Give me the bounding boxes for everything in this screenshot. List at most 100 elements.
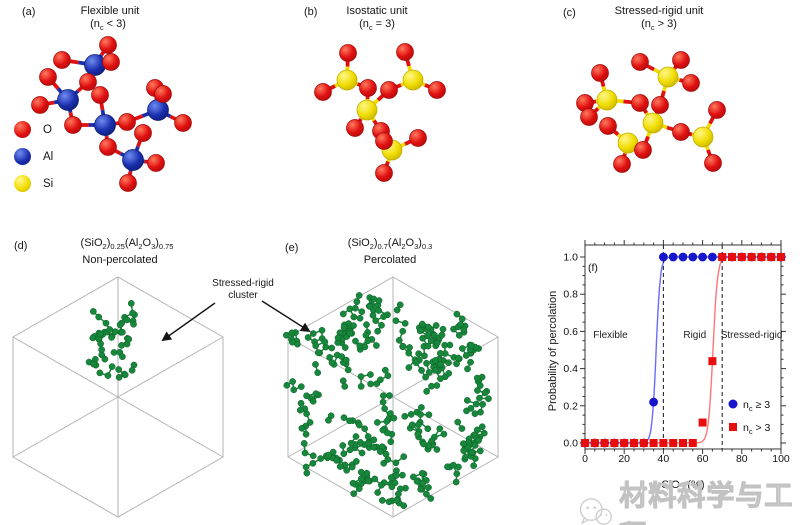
percolation-curve-1 bbox=[585, 256, 781, 444]
data-point bbox=[688, 252, 698, 262]
o-atom bbox=[631, 94, 649, 112]
data-point bbox=[668, 252, 678, 262]
panel-c-label: (c) bbox=[563, 7, 576, 19]
o-atom bbox=[119, 174, 137, 192]
x-tick-label: 0 bbox=[582, 453, 588, 465]
chart-legend-label: nc > 3 bbox=[743, 422, 771, 436]
y-tick-label: 0.4 bbox=[563, 363, 578, 375]
legend-marker bbox=[729, 423, 737, 431]
si-atom bbox=[336, 69, 358, 91]
data-point bbox=[728, 253, 736, 261]
chart-panel-f: 0 20 40 60 80 100 0.0 0.2 0.4 0.6 0.8 1.0 (f) Flexibl… bbox=[563, 240, 790, 493]
si-atom bbox=[692, 126, 714, 148]
o-atom bbox=[651, 96, 669, 114]
data-point bbox=[767, 253, 776, 261]
o-atom bbox=[91, 86, 109, 104]
o-atom bbox=[375, 164, 393, 182]
region-label: Flexible bbox=[593, 330, 628, 341]
chart-ticks bbox=[580, 240, 786, 454]
data-point bbox=[639, 439, 648, 447]
data-point bbox=[708, 357, 717, 366]
y-tick-label: 0.8 bbox=[563, 289, 578, 301]
data-point bbox=[600, 439, 609, 447]
legend-marker bbox=[728, 399, 738, 409]
panel-a-title: Flexible unit bbox=[80, 5, 140, 17]
o-atom bbox=[79, 73, 97, 91]
o-atom bbox=[672, 51, 690, 69]
atom-legend-item-Al: Al bbox=[14, 148, 53, 165]
data-point bbox=[649, 439, 658, 447]
o-atom bbox=[704, 154, 722, 172]
molecule-flexible-unit bbox=[31, 36, 192, 192]
x-tick-label: 80 bbox=[736, 453, 748, 465]
data-point bbox=[737, 253, 746, 261]
atom-legend-item-O: O bbox=[14, 121, 53, 138]
y-tick-label: 1.0 bbox=[563, 252, 578, 264]
data-point bbox=[610, 439, 619, 447]
o-atom bbox=[428, 81, 446, 99]
o-atom bbox=[314, 83, 332, 101]
data-point bbox=[630, 439, 638, 447]
wechat-logo-icon bbox=[579, 498, 612, 525]
stressed-rigid-cluster-d bbox=[85, 300, 138, 381]
atom-legend-item-Si: Si bbox=[14, 175, 53, 192]
si-atom bbox=[356, 99, 378, 121]
o-atom bbox=[64, 116, 82, 134]
al-atom bbox=[94, 114, 116, 136]
molecule-stressed-rigid-unit bbox=[576, 51, 726, 173]
o-atom bbox=[672, 123, 690, 141]
o-atom bbox=[708, 101, 726, 119]
o-atom bbox=[346, 119, 364, 137]
data-point bbox=[777, 253, 785, 261]
series-markers-0 bbox=[580, 252, 786, 448]
o-atom bbox=[147, 154, 165, 172]
chart-legend-label: nc ≥ 3 bbox=[743, 399, 770, 413]
atom-legend-label: Al bbox=[43, 150, 54, 163]
o-atom bbox=[39, 68, 57, 86]
al-atom bbox=[57, 89, 79, 111]
o-atom bbox=[102, 53, 120, 71]
y-tick-label: 0.2 bbox=[563, 400, 578, 412]
panel-b-title: Isostatic unit bbox=[346, 5, 408, 17]
atom-legend: O Al Si bbox=[14, 121, 53, 192]
si-atom bbox=[402, 69, 424, 91]
data-point bbox=[581, 439, 589, 447]
cluster-annotation-line2: cluster bbox=[228, 290, 258, 301]
o-atom bbox=[99, 138, 117, 156]
molecule-isostatic-unit bbox=[314, 43, 446, 182]
o-atom bbox=[396, 43, 414, 61]
panel-c-constraint: (nc > 3) bbox=[641, 18, 677, 33]
data-point bbox=[698, 252, 707, 262]
data-point bbox=[708, 252, 717, 262]
silicon-atom-icon bbox=[14, 175, 31, 192]
al-atom bbox=[122, 149, 144, 171]
data-point bbox=[659, 252, 668, 262]
al-atom bbox=[84, 54, 106, 76]
panel-e-label: (e) bbox=[285, 242, 299, 254]
data-point bbox=[698, 418, 707, 427]
annotation-arrow bbox=[261, 300, 311, 333]
x-tick-label: 60 bbox=[697, 453, 709, 465]
data-point bbox=[679, 439, 687, 447]
o-atom bbox=[375, 132, 393, 150]
x-tick-label: 20 bbox=[618, 453, 630, 465]
si-atom bbox=[642, 112, 664, 134]
region-label: Stressed-rigid bbox=[721, 330, 783, 341]
o-atom bbox=[409, 129, 427, 147]
o-atom bbox=[580, 108, 598, 126]
o-atom bbox=[99, 36, 117, 54]
y-axis-title: Probability of percolation bbox=[547, 290, 559, 412]
si-atom bbox=[657, 66, 679, 88]
al-atom bbox=[147, 99, 169, 121]
data-point bbox=[718, 253, 727, 261]
x-tick-label: 100 bbox=[772, 453, 790, 465]
data-point bbox=[620, 439, 629, 447]
panel-b-constraint: (nc = 3) bbox=[359, 18, 395, 33]
panel-c-title: Stressed-rigid unit bbox=[614, 5, 704, 17]
data-point bbox=[747, 253, 756, 261]
aluminium-atom-icon bbox=[14, 148, 31, 165]
simulation-box-d bbox=[12, 276, 224, 518]
y-tick-label: 0.6 bbox=[563, 326, 578, 338]
watermark: 材料科学与工程 bbox=[577, 474, 800, 525]
watermark-text: 材料科学与工程 bbox=[619, 479, 794, 525]
